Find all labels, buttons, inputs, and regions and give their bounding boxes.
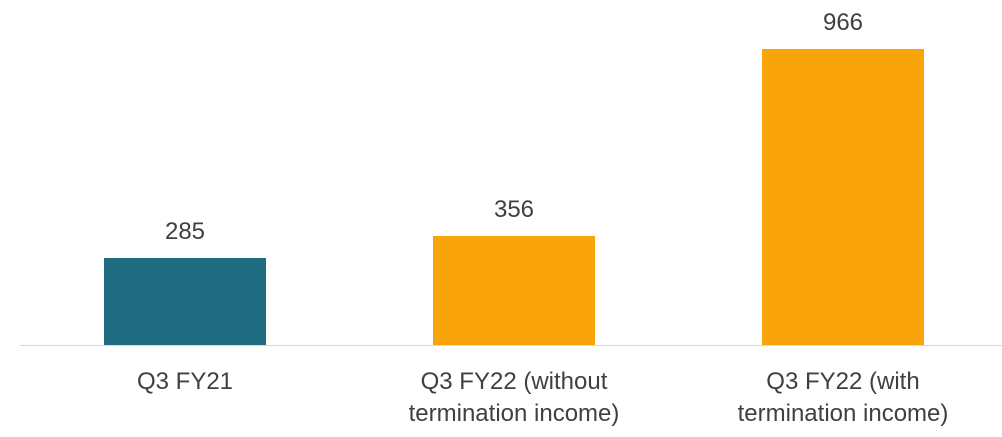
data-label: 356 bbox=[493, 195, 535, 223]
data-label: 285 bbox=[164, 217, 206, 245]
x-axis-line bbox=[20, 345, 1002, 346]
data-label: 966 bbox=[822, 9, 864, 36]
x-tick-label: Q3 FY22 (without termination income) bbox=[408, 368, 620, 427]
x-tick-label: Q3 FY21 bbox=[136, 368, 234, 395]
bar bbox=[104, 257, 266, 345]
bar bbox=[762, 49, 924, 345]
x-tick-label: Q3 FY22 (with termination income) bbox=[737, 368, 949, 427]
bar bbox=[433, 235, 595, 345]
